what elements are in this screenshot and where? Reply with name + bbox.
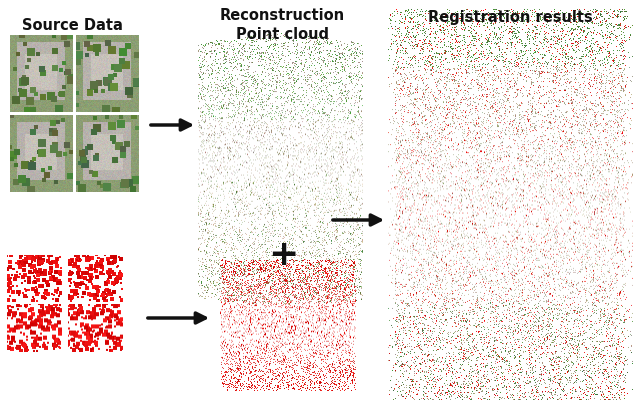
- Text: Reconstruction
Point cloud: Reconstruction Point cloud: [220, 8, 344, 42]
- Text: Source Data: Source Data: [22, 18, 122, 33]
- Text: +: +: [268, 238, 298, 272]
- Text: Registration results: Registration results: [428, 10, 593, 25]
